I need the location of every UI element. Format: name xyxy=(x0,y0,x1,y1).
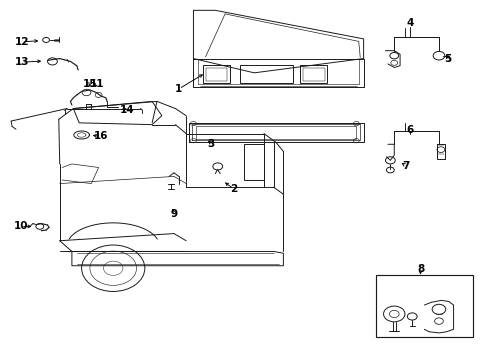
Text: 5: 5 xyxy=(443,54,450,64)
Text: 4: 4 xyxy=(406,18,413,28)
Text: 3: 3 xyxy=(207,139,215,149)
Text: 16: 16 xyxy=(94,131,108,141)
Bar xyxy=(205,68,227,81)
Text: 10: 10 xyxy=(14,221,28,231)
Text: 2: 2 xyxy=(230,184,237,194)
Text: 6: 6 xyxy=(406,125,412,135)
Text: 9: 9 xyxy=(170,209,177,219)
Text: 7: 7 xyxy=(402,161,409,171)
Text: 15: 15 xyxy=(82,78,97,89)
Bar xyxy=(244,144,264,180)
Bar xyxy=(239,65,292,83)
Text: 13: 13 xyxy=(15,57,29,67)
Bar xyxy=(203,65,229,83)
Bar xyxy=(302,68,324,81)
Bar xyxy=(300,65,326,83)
Text: 1: 1 xyxy=(175,84,182,94)
Bar xyxy=(375,275,472,337)
Text: 12: 12 xyxy=(15,37,29,47)
Text: 14: 14 xyxy=(119,105,134,115)
Text: 11: 11 xyxy=(89,78,104,89)
Text: 8: 8 xyxy=(416,264,423,274)
